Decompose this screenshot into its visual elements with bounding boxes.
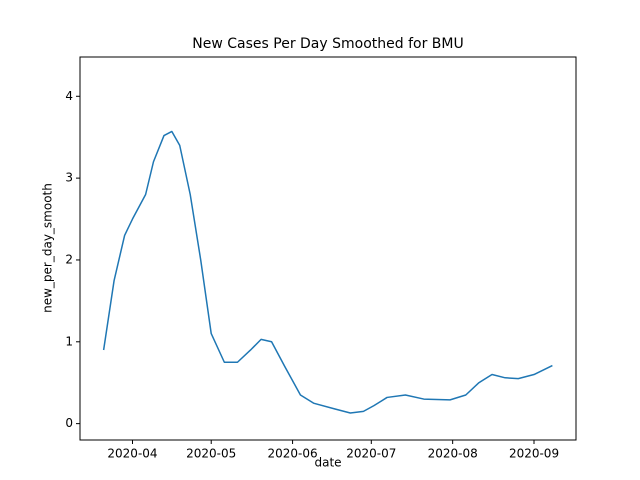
x-tick-label: 2020-08 — [428, 447, 478, 461]
y-tick-label: 0 — [65, 416, 73, 430]
y-axis-label: new_per_day_smooth — [41, 183, 55, 313]
data-line — [102, 130, 553, 414]
x-tick-label: 2020-06 — [268, 447, 318, 461]
x-tick-label: 2020-04 — [107, 447, 157, 461]
y-tick-label: 4 — [65, 89, 73, 103]
axes-frame — [79, 56, 577, 441]
x-tick-label: 2020-05 — [186, 447, 236, 461]
x-tick-label: 2020-07 — [346, 447, 396, 461]
x-tick-label: 2020-09 — [509, 447, 559, 461]
y-tick-label: 3 — [65, 171, 73, 185]
y-tick-label: 1 — [65, 334, 73, 348]
chart-title: New Cases Per Day Smoothed for BMU — [192, 36, 463, 52]
x-axis-label: date — [314, 456, 341, 470]
y-tick-label: 2 — [65, 252, 73, 266]
